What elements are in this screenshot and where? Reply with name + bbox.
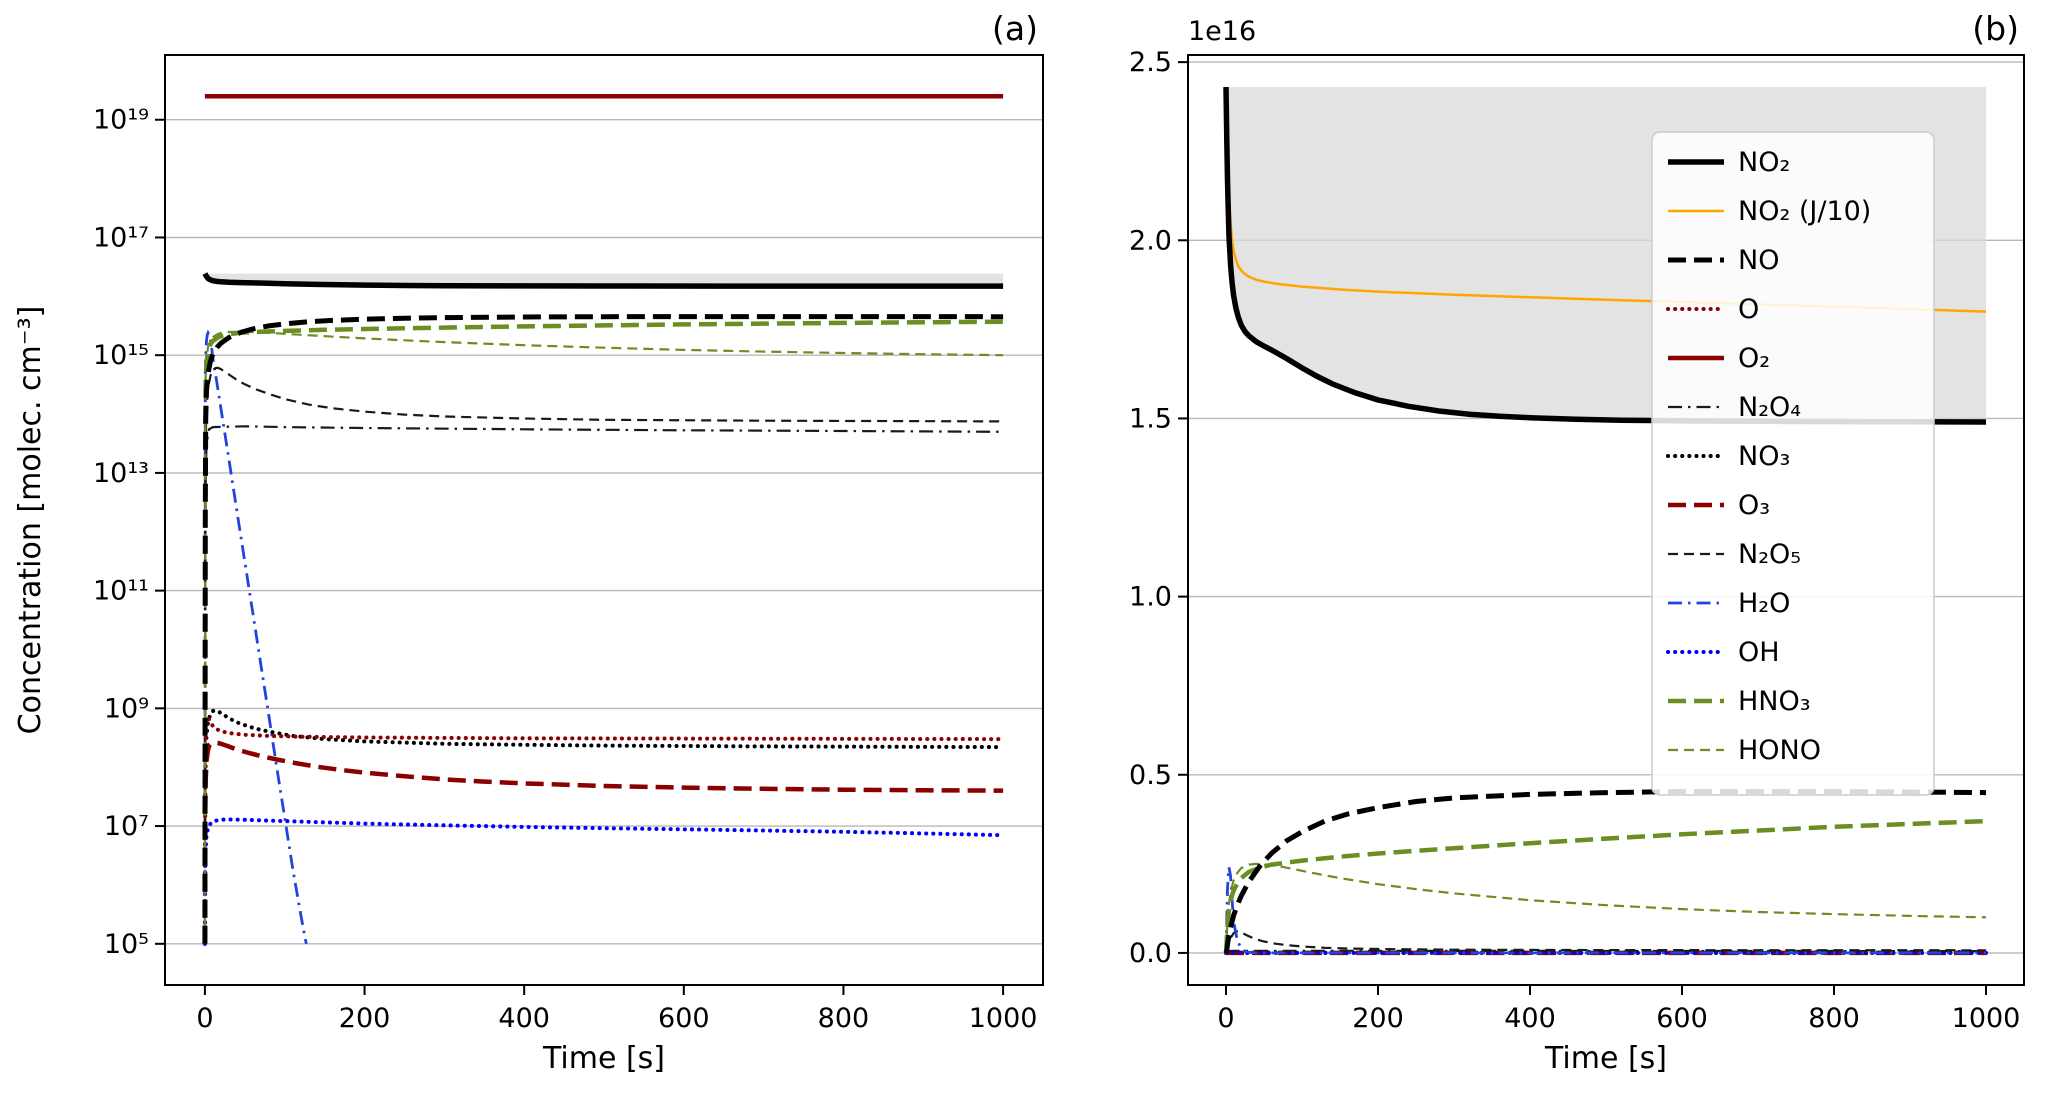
series-HNO3 (202, 319, 1004, 944)
series-HNO3 (1223, 818, 1987, 954)
y-tick-label: 10¹⁹ (93, 105, 149, 136)
y-tick-label: 0.0 (1129, 938, 1172, 969)
legend-label: O₂ (1738, 343, 1770, 374)
panel-label-a: (a) (992, 9, 1038, 48)
y-offset-label: 1e16 (1188, 16, 1256, 47)
y-tick-label: 10⁷ (104, 811, 149, 842)
x-tick-label: 800 (818, 1003, 870, 1034)
y-tick-label: 0.5 (1129, 760, 1172, 791)
x-tick-label: 600 (658, 1003, 710, 1034)
legend-box (1651, 131, 1935, 796)
y-axis-label: Concentration [molec. cm⁻³] (13, 306, 48, 735)
series-NO (1223, 789, 1987, 954)
x-tick-label: 800 (1808, 1003, 1860, 1034)
panel-label-b: (b) (1972, 9, 2019, 48)
legend-label: NO₂ (J/10) (1738, 196, 1871, 227)
series-N2O5 (203, 366, 1004, 944)
y-tick-label: 2.0 (1129, 225, 1172, 256)
x-axis-label-a: Time [s] (542, 1041, 665, 1076)
legend-label: HONO (1738, 735, 1821, 766)
y-tick-label: 10⁵ (104, 929, 149, 960)
legend-label: NO₂ (1738, 147, 1790, 178)
x-tick-label: 400 (1504, 1003, 1556, 1034)
series-H2O (1224, 867, 1986, 955)
series-N2O5 (1225, 930, 1987, 954)
x-tick-label: 200 (339, 1003, 391, 1034)
axes-frame-a (164, 54, 1044, 986)
x-tick-label: 0 (196, 1003, 213, 1034)
y-tick-label: 10¹⁷ (93, 222, 149, 253)
series-HONO (1224, 862, 1987, 954)
series-H2O (203, 329, 308, 945)
series-NO2 (1223, 87, 1987, 425)
legend-label: O₃ (1738, 490, 1770, 521)
x-tick-label: 1000 (969, 1003, 1038, 1034)
y-tick-label: 10¹⁵ (93, 340, 149, 371)
series-NO2 (202, 272, 1004, 289)
legend-label: O (1738, 294, 1759, 325)
series-OH (202, 817, 1006, 946)
y-tick-label: 1.0 (1129, 582, 1172, 613)
series-O3 (202, 740, 1004, 944)
x-tick-label: 600 (1656, 1003, 1708, 1034)
legend-label: NO (1738, 245, 1779, 276)
legend-label: HNO₃ (1738, 686, 1811, 717)
y-tick-label: 10⁹ (104, 693, 149, 724)
y-tick-label: 10¹¹ (93, 576, 149, 607)
x-tick-label: 200 (1352, 1003, 1404, 1034)
legend-label: NO₃ (1738, 441, 1790, 472)
x-tick-label: 1000 (1952, 1003, 2021, 1034)
legend-label: OH (1738, 637, 1780, 668)
panel-a: 0 200 400 600 800 1000 10⁵ 10⁷ 10⁹ 10¹¹ 10¹³ 10¹⁵ 10… (13, 9, 1044, 1076)
legend: NO₂ NO₂ (J/10) NO O O₂ N₂O₄ NO₃ O₃ N₂O₅ H₂O OH HNO₃… (1651, 131, 1935, 796)
series-NO3 (202, 708, 1006, 946)
x-tick-label: 400 (498, 1003, 550, 1034)
legend-label: H₂O (1738, 588, 1790, 619)
y-tick-label: 1.5 (1129, 403, 1172, 434)
series-N2O4 (203, 425, 1004, 944)
series-HONO (203, 330, 1004, 944)
x-tick-label: 0 (1217, 1003, 1234, 1034)
legend-label: N₂O₅ (1738, 539, 1801, 570)
axes-frame-b (1187, 54, 2025, 986)
x-axis-label-b: Time [s] (1544, 1041, 1667, 1076)
y-tick-label: 2.5 (1129, 47, 1172, 78)
legend-label: N₂O₄ (1738, 392, 1801, 423)
series-NO (202, 314, 1004, 944)
y-tick-label: 10¹³ (93, 458, 149, 489)
